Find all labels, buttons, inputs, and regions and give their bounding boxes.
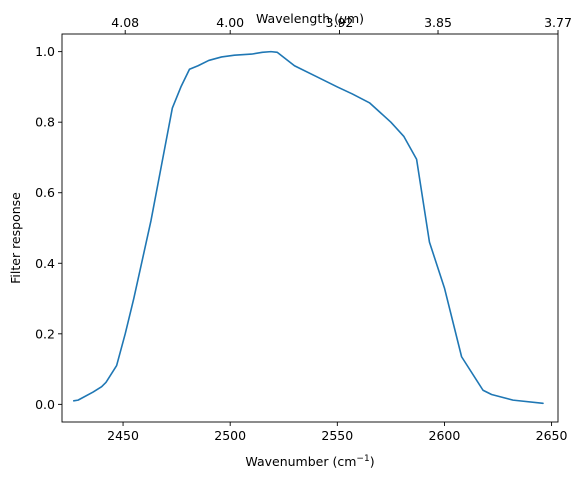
- y-tick-label: 0.4: [35, 256, 55, 271]
- plot-area: [72, 50, 544, 405]
- series-line-0: [72, 50, 544, 405]
- y-tick-label: 1.0: [35, 44, 55, 59]
- top-x-tick-label: 4.08: [111, 15, 139, 30]
- top-x-axis-label: Wavelength (μm): [256, 11, 364, 26]
- top-x-tick-label: 3.85: [424, 15, 452, 30]
- x-axis-label: Wavenumber (cm−1): [245, 454, 374, 469]
- x-tick-label: 2600: [429, 428, 461, 443]
- y-tick-label: 0.8: [35, 115, 55, 130]
- y-tick-label: 0.6: [35, 185, 55, 200]
- x-tick-label: 2500: [214, 428, 246, 443]
- axes: 2450 2500 2550 2600 2650 0.0 0.2 0.4 0.6 0.8 1.0 4.…: [35, 15, 571, 443]
- y-tick-label: 0.2: [35, 326, 55, 341]
- x-tick-label: 2450: [107, 428, 139, 443]
- top-x-tick-label: 4.00: [216, 15, 244, 30]
- x-tick-label: 2550: [321, 428, 353, 443]
- plot-frame: [61, 33, 559, 423]
- x-tick-label: 2650: [536, 428, 568, 443]
- y-tick-label: 0.0: [35, 397, 55, 412]
- top-x-tick-label: 3.77: [544, 15, 571, 30]
- y-axis-label: Filter response: [8, 192, 23, 284]
- top-x-tick-label: 3.92: [326, 15, 354, 30]
